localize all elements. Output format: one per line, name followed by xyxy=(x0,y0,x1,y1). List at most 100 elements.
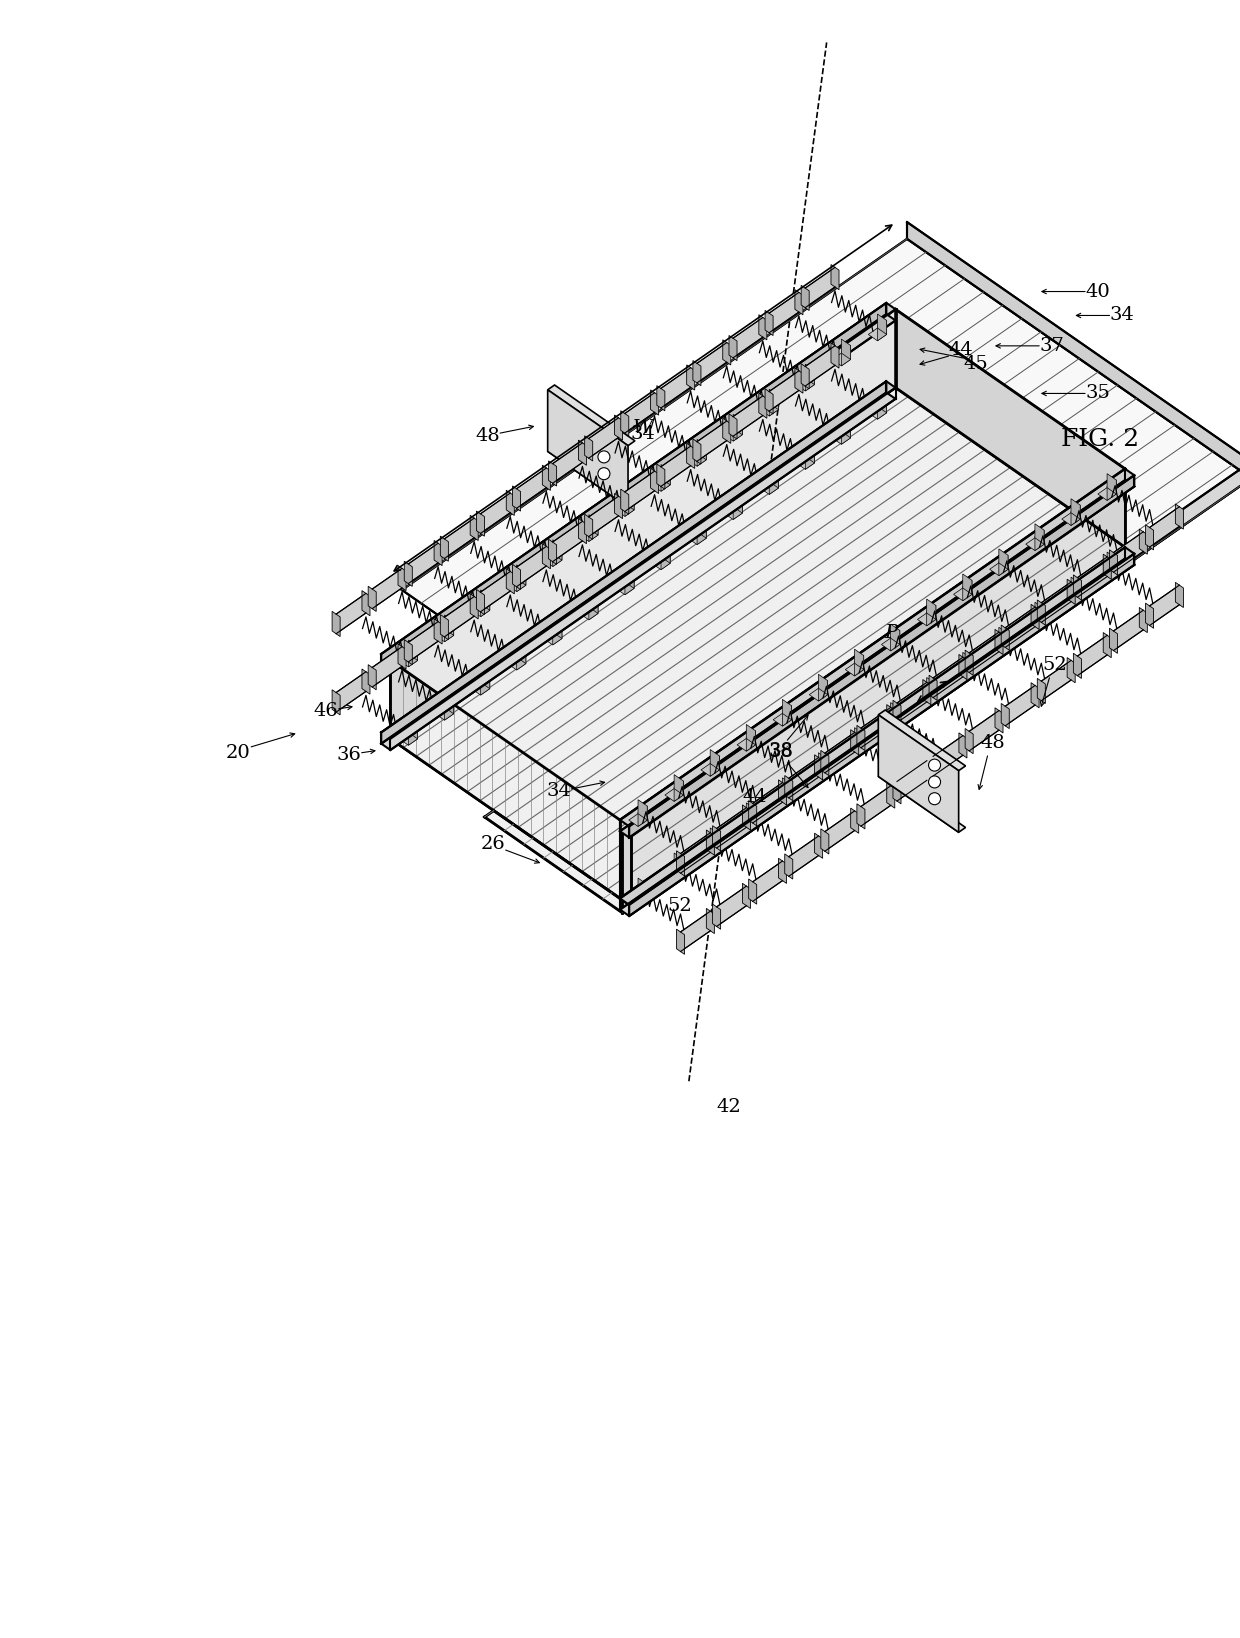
Polygon shape xyxy=(381,393,895,750)
Polygon shape xyxy=(480,572,511,613)
Polygon shape xyxy=(657,385,665,411)
Polygon shape xyxy=(368,665,376,690)
Polygon shape xyxy=(332,611,340,637)
Circle shape xyxy=(929,758,941,771)
Polygon shape xyxy=(639,878,647,899)
Polygon shape xyxy=(517,547,547,586)
Polygon shape xyxy=(661,549,670,570)
Polygon shape xyxy=(517,565,526,585)
Polygon shape xyxy=(621,411,629,436)
Polygon shape xyxy=(687,365,694,390)
Polygon shape xyxy=(746,809,755,829)
Polygon shape xyxy=(553,624,562,645)
Polygon shape xyxy=(372,647,402,686)
Polygon shape xyxy=(965,650,973,675)
Polygon shape xyxy=(476,511,485,536)
Polygon shape xyxy=(589,496,619,537)
Polygon shape xyxy=(1097,567,1116,578)
Polygon shape xyxy=(548,447,635,508)
Polygon shape xyxy=(785,853,792,880)
Polygon shape xyxy=(444,699,454,721)
Text: 38: 38 xyxy=(768,744,794,762)
Polygon shape xyxy=(687,444,694,468)
Polygon shape xyxy=(1001,703,1009,729)
Polygon shape xyxy=(965,729,973,753)
Polygon shape xyxy=(1035,531,1044,550)
Polygon shape xyxy=(733,318,763,357)
Polygon shape xyxy=(1035,609,1044,629)
Polygon shape xyxy=(688,454,707,467)
Polygon shape xyxy=(548,539,557,565)
Polygon shape xyxy=(629,554,1135,916)
Polygon shape xyxy=(999,549,1008,570)
Polygon shape xyxy=(711,755,719,776)
Polygon shape xyxy=(578,441,587,465)
Polygon shape xyxy=(926,606,936,626)
Polygon shape xyxy=(1078,557,1107,598)
Polygon shape xyxy=(368,586,376,611)
Text: FIG. 2: FIG. 2 xyxy=(1061,429,1140,452)
Polygon shape xyxy=(615,493,622,519)
Polygon shape xyxy=(818,675,827,695)
Polygon shape xyxy=(769,396,779,416)
Polygon shape xyxy=(759,393,766,418)
Polygon shape xyxy=(711,827,719,848)
Polygon shape xyxy=(444,693,454,714)
Polygon shape xyxy=(769,370,799,411)
Polygon shape xyxy=(760,482,779,495)
Polygon shape xyxy=(579,529,598,542)
Polygon shape xyxy=(861,708,890,747)
Polygon shape xyxy=(589,521,598,542)
Polygon shape xyxy=(959,732,967,758)
Polygon shape xyxy=(760,403,779,416)
Circle shape xyxy=(598,450,610,464)
Polygon shape xyxy=(697,439,707,460)
Polygon shape xyxy=(697,518,707,539)
Polygon shape xyxy=(842,339,851,359)
Polygon shape xyxy=(994,708,1003,732)
Polygon shape xyxy=(749,801,756,826)
Polygon shape xyxy=(970,632,999,673)
Polygon shape xyxy=(818,753,827,773)
Polygon shape xyxy=(553,618,562,639)
Polygon shape xyxy=(854,727,864,749)
Polygon shape xyxy=(616,581,634,595)
Polygon shape xyxy=(890,624,900,644)
Polygon shape xyxy=(661,465,670,485)
Polygon shape xyxy=(832,354,851,365)
Polygon shape xyxy=(517,468,547,508)
Text: 34: 34 xyxy=(546,783,570,801)
Polygon shape xyxy=(620,547,1135,904)
Polygon shape xyxy=(868,328,887,341)
Polygon shape xyxy=(399,732,418,745)
Polygon shape xyxy=(1149,506,1179,547)
Text: 20: 20 xyxy=(226,744,250,762)
Polygon shape xyxy=(677,850,684,876)
Polygon shape xyxy=(878,321,887,341)
Polygon shape xyxy=(818,681,827,701)
Polygon shape xyxy=(681,832,711,873)
Polygon shape xyxy=(381,303,895,660)
Polygon shape xyxy=(805,267,835,308)
Polygon shape xyxy=(810,688,827,701)
Polygon shape xyxy=(825,732,854,773)
Polygon shape xyxy=(661,367,691,408)
Polygon shape xyxy=(697,421,727,462)
Polygon shape xyxy=(408,647,418,667)
Polygon shape xyxy=(693,439,701,464)
Polygon shape xyxy=(625,575,634,595)
Polygon shape xyxy=(681,911,711,952)
Polygon shape xyxy=(1061,591,1080,604)
Polygon shape xyxy=(485,811,631,912)
Polygon shape xyxy=(1071,577,1080,598)
Polygon shape xyxy=(1146,603,1153,629)
Polygon shape xyxy=(435,708,454,721)
Polygon shape xyxy=(517,650,526,670)
Polygon shape xyxy=(1006,685,1035,726)
Polygon shape xyxy=(789,757,818,798)
Polygon shape xyxy=(737,739,755,752)
Polygon shape xyxy=(512,565,521,590)
Polygon shape xyxy=(471,683,490,695)
Polygon shape xyxy=(481,590,490,611)
Polygon shape xyxy=(1038,600,1045,626)
